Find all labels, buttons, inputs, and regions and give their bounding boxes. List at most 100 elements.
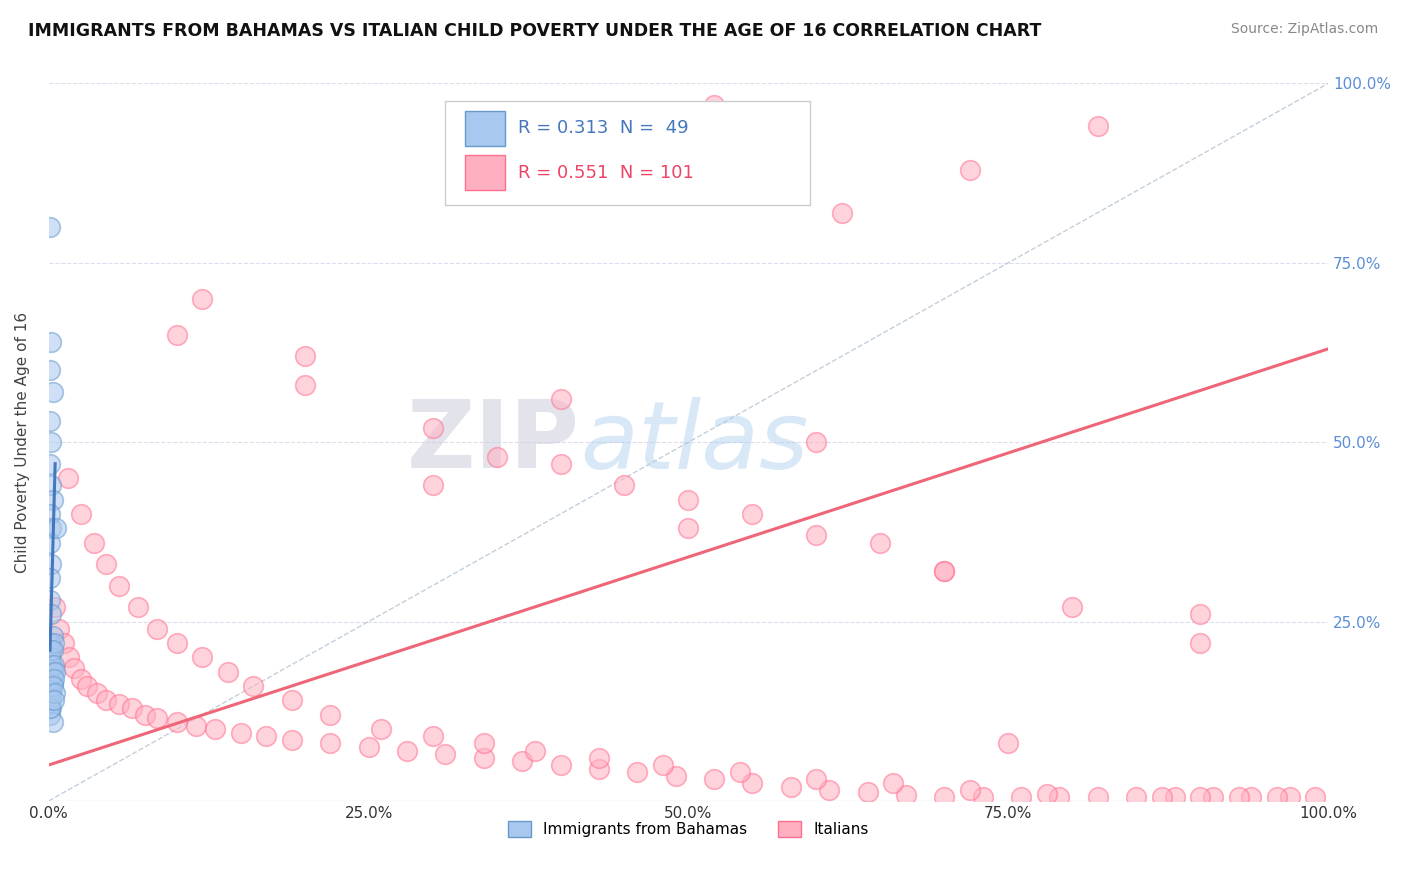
Point <box>58 650 80 665</box>
Point <box>523 744 546 758</box>
Point <box>1189 607 1212 622</box>
Point <box>39 363 62 377</box>
Point <box>678 521 700 535</box>
Point <box>1227 790 1250 805</box>
Point <box>39 700 62 714</box>
Point <box>121 700 143 714</box>
Point <box>41 665 63 679</box>
Point <box>108 697 131 711</box>
Text: ZIP: ZIP <box>406 396 579 488</box>
Point <box>146 711 169 725</box>
Point <box>69 672 91 686</box>
Point <box>39 593 62 607</box>
Point <box>44 600 66 615</box>
Point <box>39 636 62 650</box>
Point <box>254 729 277 743</box>
Point <box>703 98 725 112</box>
Point <box>1202 790 1225 805</box>
Point <box>1062 600 1084 615</box>
Point <box>434 747 457 762</box>
Point <box>146 622 169 636</box>
Point <box>882 776 904 790</box>
Point <box>39 672 62 686</box>
Point <box>44 665 66 679</box>
Point <box>831 205 853 219</box>
Point <box>41 675 63 690</box>
Point <box>1189 790 1212 805</box>
Point <box>588 762 610 776</box>
Point <box>1265 790 1288 805</box>
Point <box>779 780 801 794</box>
Point <box>39 643 62 657</box>
Point <box>678 492 700 507</box>
Point <box>319 737 342 751</box>
Point <box>39 572 62 586</box>
Point <box>818 783 841 797</box>
Point <box>39 457 62 471</box>
Point <box>191 292 214 306</box>
Point <box>39 657 62 672</box>
Legend: Immigrants from Bahamas, Italians: Immigrants from Bahamas, Italians <box>502 815 875 844</box>
Point <box>806 772 828 787</box>
Point <box>1305 790 1327 805</box>
Point <box>39 557 62 571</box>
Point <box>41 714 63 729</box>
Point <box>39 679 62 693</box>
Point <box>422 478 444 492</box>
Point <box>56 471 79 485</box>
Point <box>48 622 70 636</box>
Point <box>39 478 62 492</box>
Point <box>1189 636 1212 650</box>
Point <box>39 665 62 679</box>
Point <box>39 686 62 700</box>
Point <box>1278 790 1301 805</box>
Point <box>39 643 62 657</box>
Point <box>191 650 214 665</box>
Point <box>294 349 316 363</box>
Point <box>894 788 917 802</box>
Point <box>39 435 62 450</box>
Text: atlas: atlas <box>579 397 808 488</box>
Point <box>934 564 956 578</box>
Point <box>166 636 188 650</box>
Point <box>41 629 63 643</box>
Point <box>703 772 725 787</box>
Point <box>472 751 495 765</box>
Point <box>370 722 392 736</box>
Point <box>39 650 62 665</box>
Point <box>184 718 207 732</box>
Text: R = 0.313  N =  49: R = 0.313 N = 49 <box>519 120 689 137</box>
Point <box>166 714 188 729</box>
Point <box>39 219 62 234</box>
Point <box>485 450 508 464</box>
Point <box>1010 790 1032 805</box>
Point <box>869 535 891 549</box>
Point <box>806 528 828 542</box>
Point <box>41 384 63 399</box>
Point <box>63 661 86 675</box>
Point <box>472 737 495 751</box>
Point <box>86 686 108 700</box>
Point <box>422 729 444 743</box>
Point <box>45 521 67 535</box>
Point <box>53 636 76 650</box>
Point <box>510 755 533 769</box>
Point <box>39 650 62 665</box>
Point <box>959 162 981 177</box>
Point <box>1125 790 1147 805</box>
Point <box>39 521 62 535</box>
Point <box>395 744 418 758</box>
Point <box>127 600 149 615</box>
Point <box>41 492 63 507</box>
Point <box>41 643 63 657</box>
Point <box>972 790 994 805</box>
Point <box>42 672 65 686</box>
Point <box>319 707 342 722</box>
Point <box>96 693 118 707</box>
Point <box>281 732 304 747</box>
Point <box>229 725 252 739</box>
Point <box>39 535 62 549</box>
Point <box>69 507 91 521</box>
Point <box>294 377 316 392</box>
Point <box>166 327 188 342</box>
